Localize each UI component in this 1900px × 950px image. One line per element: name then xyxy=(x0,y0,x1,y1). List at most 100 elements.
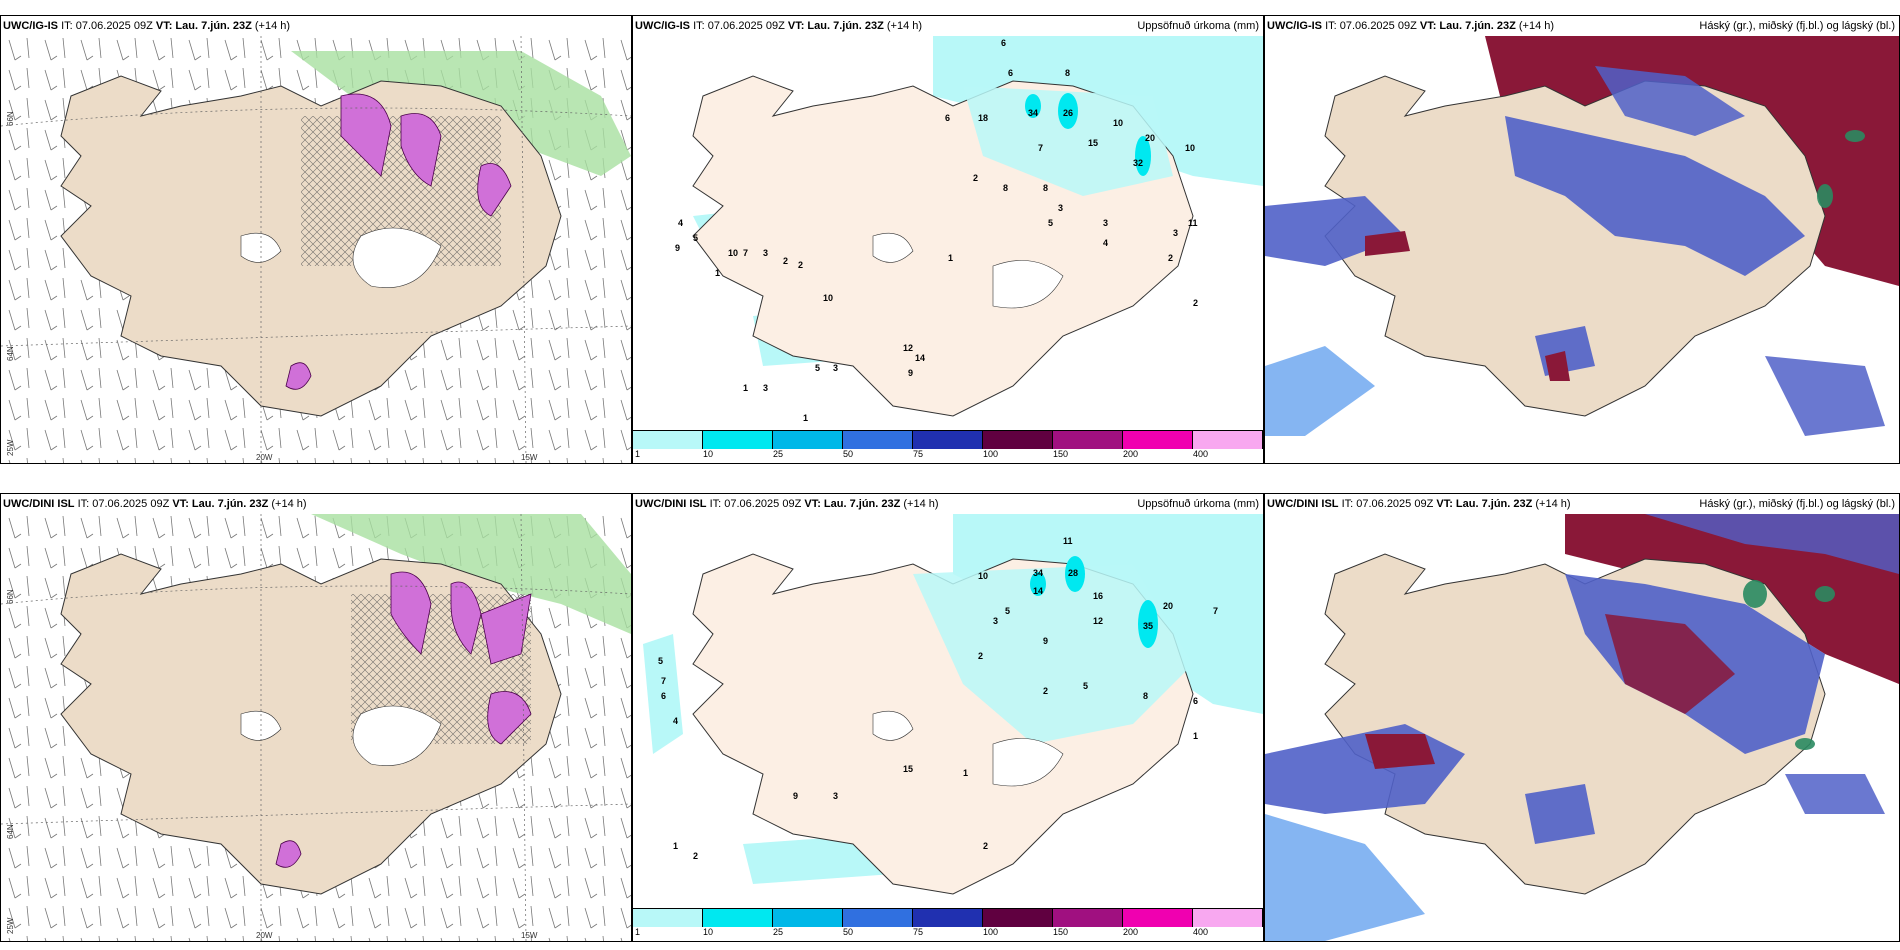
precip-value: 1 xyxy=(743,383,748,393)
precip-value: 12 xyxy=(1093,616,1103,626)
precip-value: 15 xyxy=(1088,138,1098,148)
map-wind-cape xyxy=(1,36,631,463)
precip-value: 5 xyxy=(815,363,820,373)
precip-value: 6 xyxy=(1193,696,1198,706)
cape-magenta xyxy=(340,93,392,177)
legend-swatch xyxy=(1193,909,1263,927)
legend-label: 100 xyxy=(983,927,999,937)
precip-legend xyxy=(633,430,1263,449)
lat-label: 64N xyxy=(6,346,15,361)
precip-value: 26 xyxy=(1063,108,1073,118)
precip-value: 14 xyxy=(915,353,925,363)
precip-value: 28 xyxy=(1068,568,1078,578)
precip-value: 3 xyxy=(763,248,768,258)
precip-value: 1 xyxy=(963,768,968,778)
precip-value: 10 xyxy=(978,571,988,581)
panel-dini-wind: UWC/DINI ISL IT: 07.06.2025 09Z VT: Lau.… xyxy=(0,493,632,942)
precip-value: 8 xyxy=(1065,68,1070,78)
legend-swatch xyxy=(913,909,983,927)
map-wind-cape xyxy=(1,514,631,941)
precip-value: 6 xyxy=(945,113,950,123)
precip-value: 12 xyxy=(903,343,913,353)
panel-igis-wind: UWC/IG-IS IT: 07.06.2025 09Z VT: Lau. 7.… xyxy=(0,15,632,464)
panel-title: Uppsöfnuð úrkoma (mm) xyxy=(1137,20,1259,32)
legend-label: 200 xyxy=(1123,927,1139,937)
precip-value: 10 xyxy=(728,248,738,258)
precip-value: 16 xyxy=(1093,591,1103,601)
precip-value: 2 xyxy=(973,173,978,183)
precip-value: 6 xyxy=(1001,38,1006,48)
lat-label: 66N xyxy=(6,111,15,126)
legend-swatch xyxy=(1053,909,1123,927)
glacier xyxy=(352,227,442,288)
precip-value: 5 xyxy=(1083,681,1088,691)
panel-header: UWC/IG-IS IT: 07.06.2025 09Z VT: Lau. 7.… xyxy=(3,20,291,32)
legend-swatch xyxy=(983,431,1053,449)
lat-label: 64N xyxy=(6,824,15,839)
panel-header: UWC/IG-IS IT: 07.06.2025 09Z VT: Lau. 7.… xyxy=(635,20,923,32)
legend-label: 1 xyxy=(635,449,641,459)
precip-value: 7 xyxy=(743,248,748,258)
lon-label: 20W xyxy=(256,931,273,940)
precip-value: 2 xyxy=(1043,686,1048,696)
legend-swatch xyxy=(773,909,843,927)
legend-label: 75 xyxy=(913,449,924,459)
legend-label: 25 xyxy=(773,449,784,459)
precip-value: 1 xyxy=(948,253,953,263)
precip-value: 9 xyxy=(1043,636,1048,646)
precip-value: 20 xyxy=(1145,133,1155,143)
precip-values: 11 34 28 16 10 14 5 3 2 2 8 9 5 15 9 3 1… xyxy=(658,536,1218,861)
legend-label: 10 xyxy=(703,927,714,937)
precip-value: 6 xyxy=(661,691,666,701)
legend-swatch xyxy=(843,431,913,449)
map-precip: 11 34 28 16 10 14 5 3 2 2 8 9 5 15 9 3 1… xyxy=(643,514,1263,895)
panel-igis-clouds: UWC/IG-IS IT: 07.06.2025 09Z VT: Lau. 7.… xyxy=(1264,15,1900,464)
panel-header: UWC/DINI ISL IT: 07.06.2025 09Z VT: Lau.… xyxy=(3,498,307,510)
legend-label: 50 xyxy=(843,927,854,937)
precip-values: 6 8 6 18 6 34 26 15 10 10 20 32 7 8 3 2 … xyxy=(675,38,1198,423)
precip-value: 4 xyxy=(678,218,683,228)
precip-legend xyxy=(633,908,1263,927)
precip-value: 9 xyxy=(908,368,913,378)
panel-header: UWC/IG-IS IT: 07.06.2025 09Z VT: Lau. 7.… xyxy=(1267,20,1555,32)
legend-label: 50 xyxy=(843,449,854,459)
legend-swatch xyxy=(913,431,983,449)
legend-swatch xyxy=(983,909,1053,927)
precip-value: 5 xyxy=(1005,606,1010,616)
legend-label: 400 xyxy=(1193,927,1209,937)
legend-swatch xyxy=(633,909,703,927)
precip-value: 35 xyxy=(1143,621,1153,631)
precip-value: 3 xyxy=(1173,228,1178,238)
precip-value: 1 xyxy=(1193,731,1198,741)
legend-labels: 1 10 25 50 75 100 150 200 400 xyxy=(633,927,1263,939)
panel-igis-precip: UWC/IG-IS IT: 07.06.2025 09Z VT: Lau. 7.… xyxy=(632,15,1264,464)
precip-value: 7 xyxy=(1213,606,1218,616)
map-clouds xyxy=(1265,36,1899,436)
cape-magenta xyxy=(390,571,432,655)
precip-value: 32 xyxy=(1133,158,1143,168)
precip-value: 2 xyxy=(1193,298,1198,308)
precip-value: 3 xyxy=(993,616,998,626)
lon-label: 15W xyxy=(521,931,538,940)
precip-value: 3 xyxy=(763,383,768,393)
precip-value: 4 xyxy=(1103,238,1108,248)
legend-swatch xyxy=(703,909,773,927)
legend-swatch xyxy=(1193,431,1263,449)
legend-swatch xyxy=(703,431,773,449)
legend-label: 150 xyxy=(1053,927,1069,937)
precip-value: 2 xyxy=(783,256,788,266)
lat-label: 25W xyxy=(6,917,15,934)
panel-header: UWC/DINI ISL IT: 07.06.2025 09Z VT: Lau.… xyxy=(1267,498,1571,510)
precip-value: 14 xyxy=(1033,586,1043,596)
precip-value: 9 xyxy=(793,791,798,801)
map-precip: 6 8 6 18 6 34 26 15 10 10 20 32 7 8 3 2 … xyxy=(675,36,1263,423)
legend-label: 1 xyxy=(635,927,641,937)
panel-dini-precip: UWC/DINI ISL IT: 07.06.2025 09Z VT: Lau.… xyxy=(632,493,1264,942)
map-clouds xyxy=(1265,514,1899,941)
precip-value: 10 xyxy=(1185,143,1195,153)
precip-value: 1 xyxy=(673,841,678,851)
lon-label: 15W xyxy=(521,453,538,462)
legend-swatch xyxy=(633,431,703,449)
precip-value: 10 xyxy=(1113,118,1123,128)
legend-swatch xyxy=(1053,431,1123,449)
